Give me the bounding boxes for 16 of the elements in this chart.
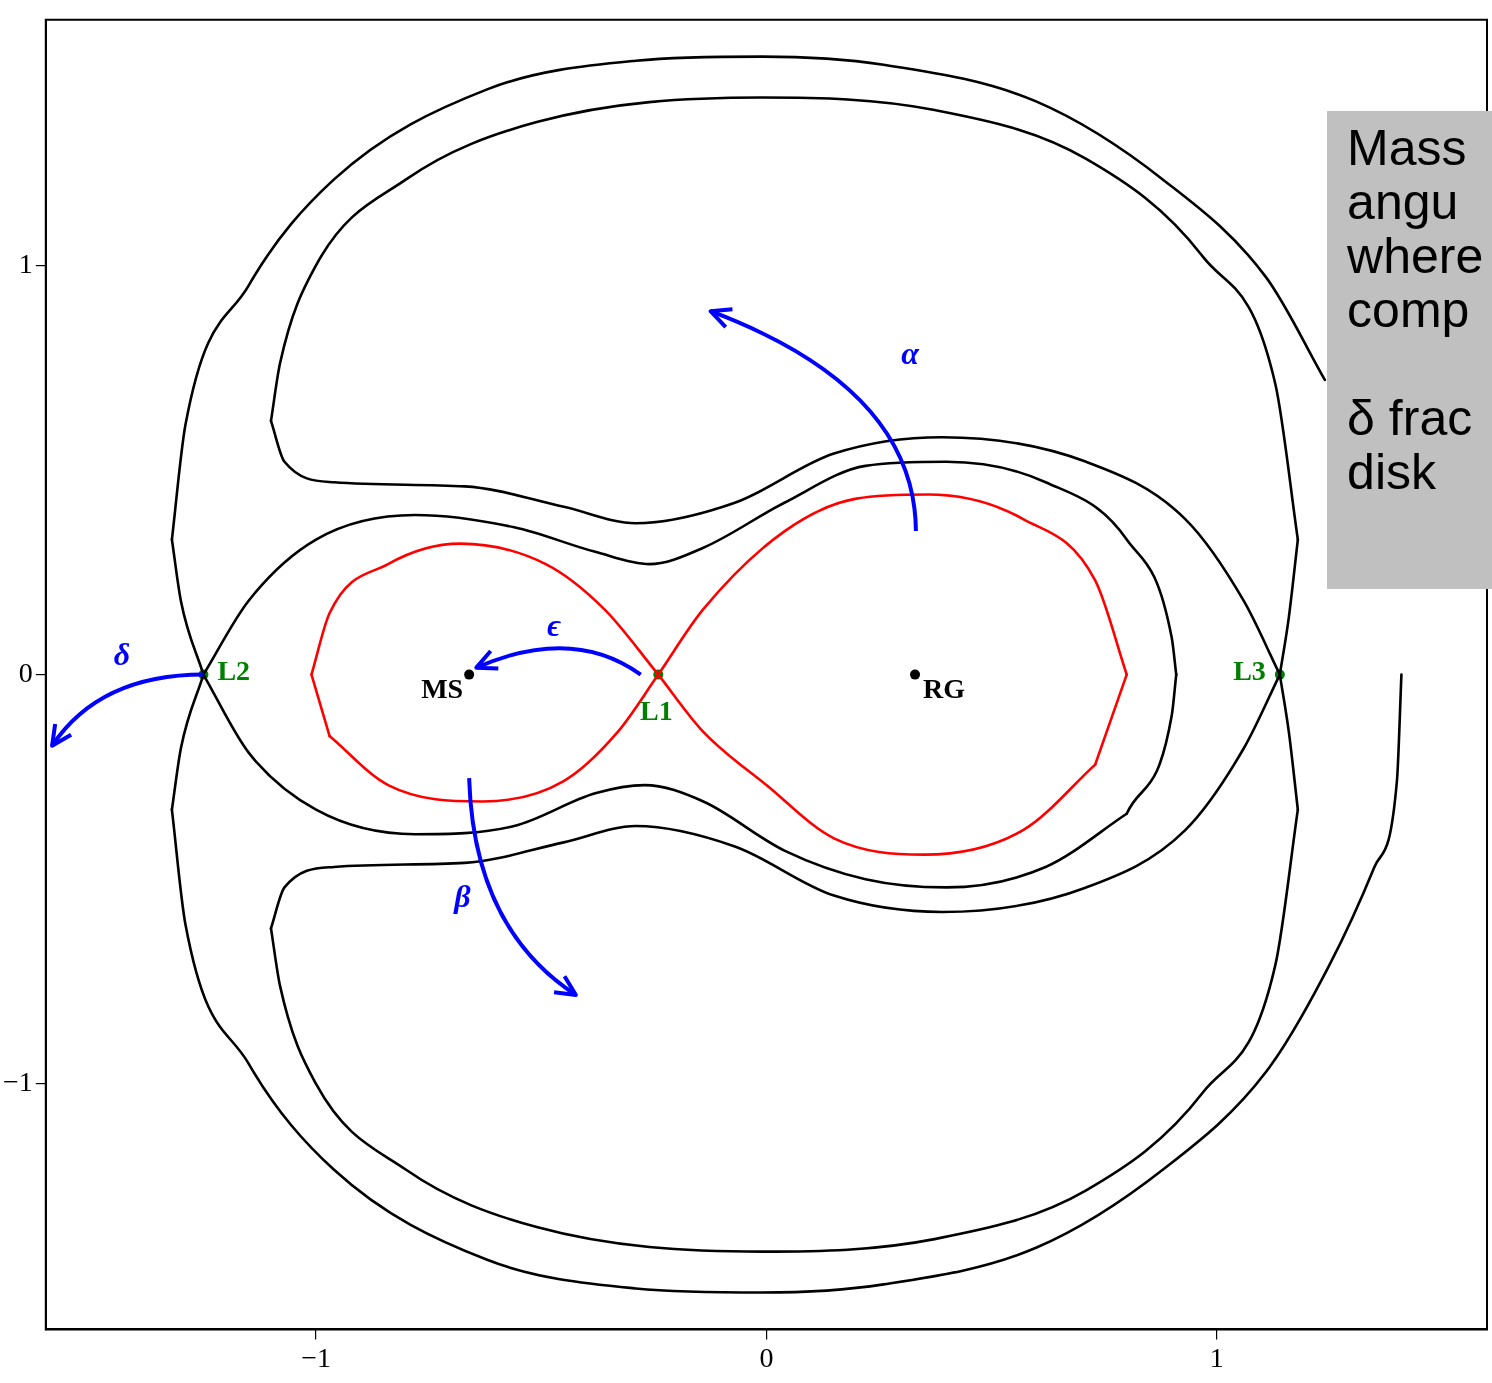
annotation: L1 xyxy=(639,694,673,726)
annotation: MS xyxy=(421,672,464,704)
x-tick-label: 1 xyxy=(1209,1341,1224,1373)
annotation: Mass angu where comp δ frac disk xyxy=(1327,111,1492,589)
x-tick-label: 0 xyxy=(759,1341,774,1373)
annotation: ϵ xyxy=(546,607,561,644)
annotation: RG xyxy=(923,672,966,704)
y-tick-label: −1 xyxy=(2,1066,33,1098)
annotation: δ xyxy=(113,636,131,673)
y-tick-label: 1 xyxy=(18,247,33,279)
annotation: L3 xyxy=(1233,654,1266,686)
x-tick-label: −1 xyxy=(301,1341,331,1373)
y-tick-label: 0 xyxy=(18,656,33,688)
annotation: β xyxy=(453,878,472,915)
annotation: α xyxy=(901,335,921,372)
annotation: L2 xyxy=(217,654,251,686)
